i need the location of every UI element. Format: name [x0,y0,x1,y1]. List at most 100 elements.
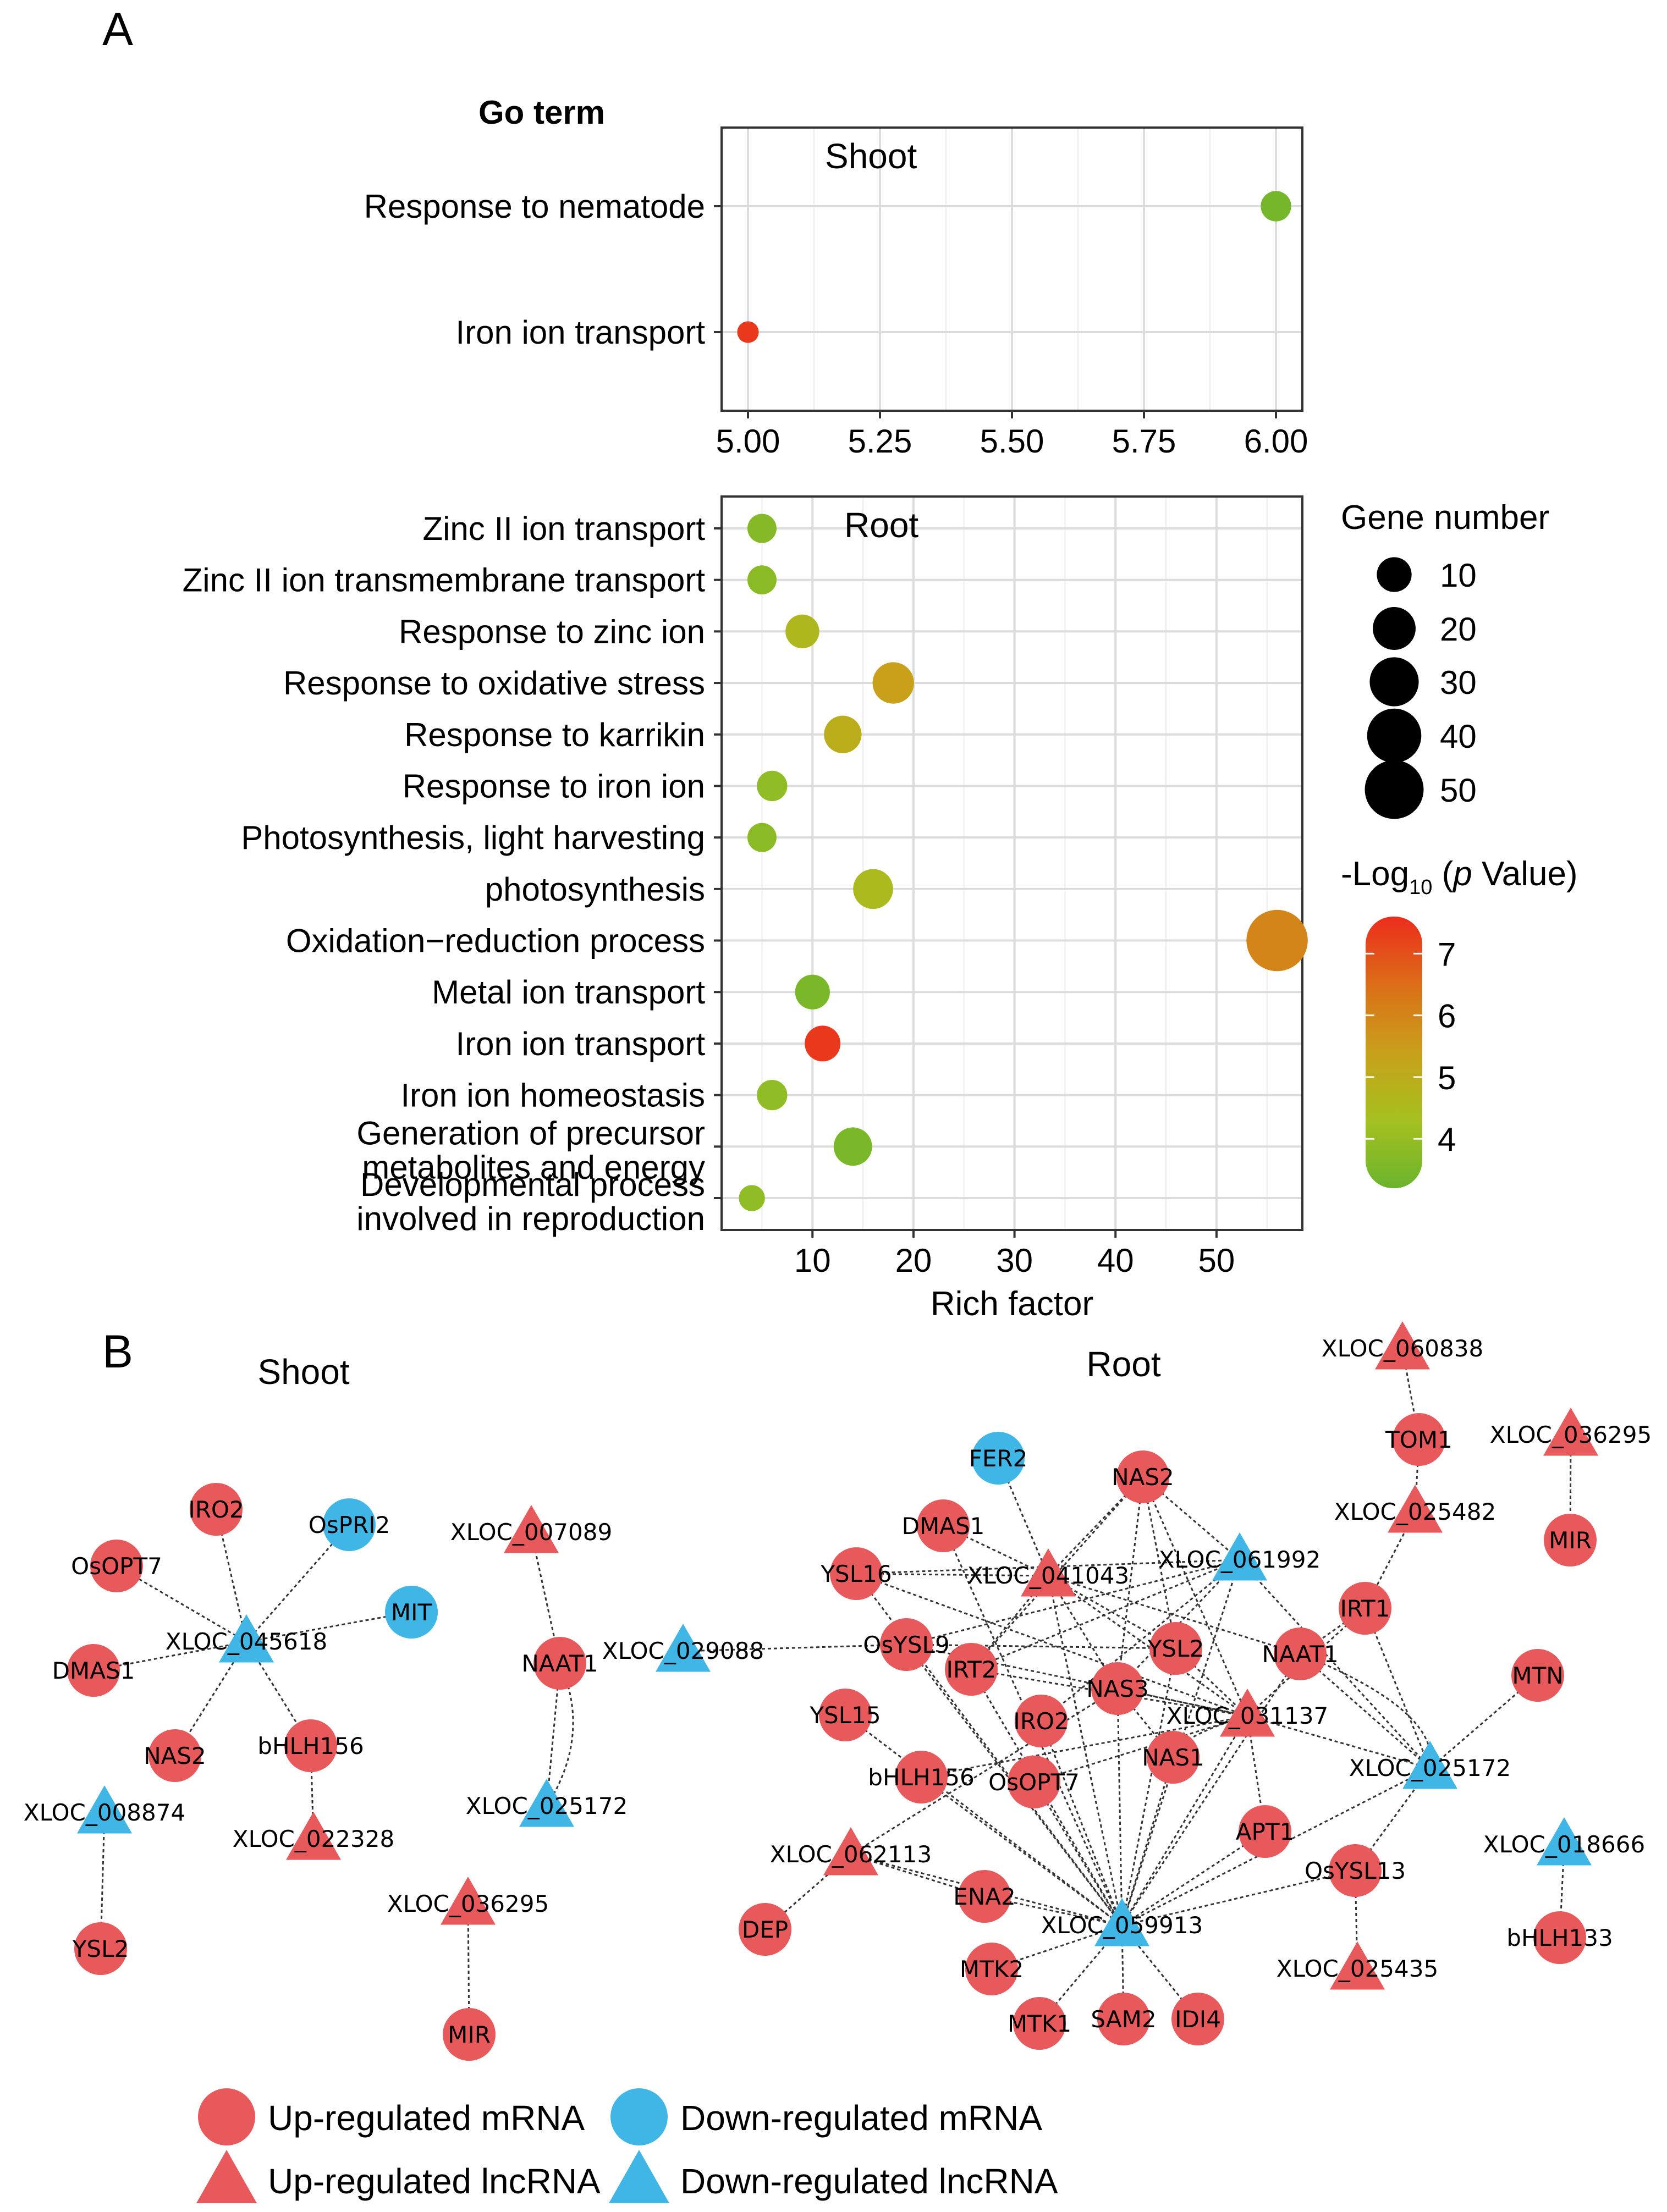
edge-r_osopt7-r_x031137 [1033,1715,1248,1783]
point-zinc-ii-ion-transport [747,514,777,543]
node-label: NAS3 [1086,1675,1149,1702]
node-xloc-007089 [504,1505,559,1553]
node-mir [1544,1514,1597,1566]
node-label: XLOC_060838 [1322,1335,1483,1362]
edge-s_x045618-s_mit [246,1611,412,1643]
color-tick-label: 7 [1438,936,1456,973]
node-xloc-025435 [1330,1941,1385,1990]
y-label-iron-ion-homeostasis: Iron ion homeostasis [400,1077,705,1114]
node-label: MTN [1512,1662,1563,1689]
x-tick-label: 5.75 [1112,423,1176,460]
y-label-zinc-ii-ion-transport: Zinc II ion transport [422,510,705,547]
x-tick-label: 5.25 [848,423,912,460]
node-label: APT1 [1236,1818,1294,1845]
node-ysl16 [830,1547,883,1600]
y-label-developmental-process-involved-in-reproduction: Developmental process involved in reprodu… [356,1166,705,1237]
y-label-response-to-oxidative-stress: Response to oxidative stress [283,665,705,702]
node-label: OsYSL13 [1305,1857,1406,1884]
point-metal-ion-transport [795,974,830,1010]
color-tick-label: 6 [1438,998,1456,1035]
shoot-go-plot: 5.00 5.25 5.50 5.75 6.00 Response to nematode… [364,126,1308,460]
node-xloc-036295 [441,1877,496,1925]
node-osopt7 [1008,1756,1060,1808]
size-legend-label: 40 [1440,718,1477,755]
edge-r_mtk2-r_x059913 [991,1924,1123,1970]
node-xloc-018666 [1537,1817,1592,1866]
edge-r_ysl2-r_x059913 [1121,1648,1177,1926]
edge-r_nas2-r_x041043 [1047,1476,1144,1577]
edge-r_nas2-r_x031137 [1142,1476,1248,1717]
edge-r_iro2-r_x059913 [1040,1720,1123,1926]
y-label-photosynthesis-light-harvesting: Photosynthesis, light harvesting [241,819,705,856]
y-label-response-to-zinc-ion: Response to zinc ion [399,613,705,650]
node-label: XLOC_007089 [450,1519,612,1546]
node-ysl2 [74,1922,127,1975]
edge-curve-root-nas1 [1172,1715,1248,1758]
edge-r_bhlh156-r_x059913 [921,1776,1123,1927]
plot-title-root: Root [844,505,918,545]
y-label-response-to-karrikin: Response to karrikin [404,716,705,753]
y-label-response-to-iron-ion: Response to iron ion [403,768,705,804]
edge-r_x061992-r_osysl9 [906,1559,1240,1646]
node-osopt7 [90,1540,143,1592]
node-nas2 [148,1729,201,1782]
node-label: XLOC_025482 [1334,1498,1496,1525]
x-tick-label: 40 [1097,1242,1134,1279]
edge-r_x041043-r_x031137 [1048,1575,1248,1717]
x-tick-label: 20 [895,1242,932,1279]
node-xloc-025172 [519,1779,574,1827]
go-term-header: Go term [478,94,605,131]
x-tick-label: 50 [1198,1242,1235,1279]
node-label: XLOC_062113 [770,1841,932,1868]
plot-background [722,497,1302,1230]
point-generation-of-precursor-metabolites-and-energy [833,1127,872,1166]
point-photosynthesis [853,869,893,909]
edge-r_osysl13-r_x059913 [1121,1869,1356,1927]
node-label: NAAT1 [521,1650,598,1677]
point-response-to-zinc-ion [785,614,819,649]
node-label: DMAS1 [902,1513,985,1540]
node-tom1 [1393,1413,1445,1466]
edge-r_x061992-r_nas3 [1116,1559,1241,1690]
node-bhlh133 [1533,1911,1586,1964]
edge-r_nas2-r_nas3 [1116,1476,1144,1689]
y-label-generation-of-precursor-metabolites-and-energy: Generation of precursor metabolites and e… [356,1115,705,1185]
network-edges [93,1348,1572,2035]
edge-r_ysl16-r_x031137 [856,1573,1248,1717]
node-naat1 [533,1637,586,1690]
edge-r_nas1-r_x059913 [1121,1757,1174,1926]
node-ysl15 [819,1689,872,1741]
node-label: XLOC_036295 [1490,1421,1652,1448]
node-label: XLOC_041043 [967,1562,1129,1589]
network-nodes: IRO2 OsPRI2 OsOPT7 MIT XLOC_045618 DMAS1 NAS2 b… [24,1321,1652,2061]
edge-r_nas3-r_x031137 [1117,1687,1248,1717]
node-naat1 [1274,1628,1327,1680]
edge-s_x045618-s_osopt7 [116,1565,247,1643]
legend-label-up-regulated-mrna: Up-regulated mRNA [268,2098,585,2138]
network-root-title: Root [1086,1344,1160,1384]
node-idi4 [1171,1993,1224,2045]
size-legend-dot [1369,657,1419,707]
node-bhlh156 [284,1719,337,1772]
size-legend-label: 30 [1440,664,1477,701]
pvalue-color-legend: -Log10 (p Value) 4 5 6 7 [1341,855,1578,1188]
edge-r_x061992-r_x025172 [1239,1559,1431,1769]
edge-r_x025172-r_x059913 [1121,1767,1431,1927]
edge-r_irt2-r_x059913 [970,1669,1123,1926]
size-legend-dot [1365,760,1424,819]
node-iro2 [190,1483,243,1536]
point-response-to-nematode [1261,191,1291,222]
edge-s_x029088-r_osysl9 [683,1643,907,1652]
node-fer2 [972,1432,1025,1485]
legend-swatch-up-regulated-mrna [198,2088,255,2145]
network-shoot-title: Shoot [257,1352,349,1392]
node-ena2 [958,1870,1011,1923]
node-label: XLOC_025435 [1277,1955,1438,1982]
node-irt1 [1339,1582,1391,1635]
node-label: NAAT1 [1262,1641,1338,1668]
point-iron-ion-transport [737,321,759,343]
node-label: TOM1 [1385,1426,1453,1453]
y-label-oxidation-reduction-process: Oxidation−reduction process [286,923,705,959]
node-label: IDI4 [1175,2006,1221,2033]
node-nas3 [1091,1662,1144,1715]
